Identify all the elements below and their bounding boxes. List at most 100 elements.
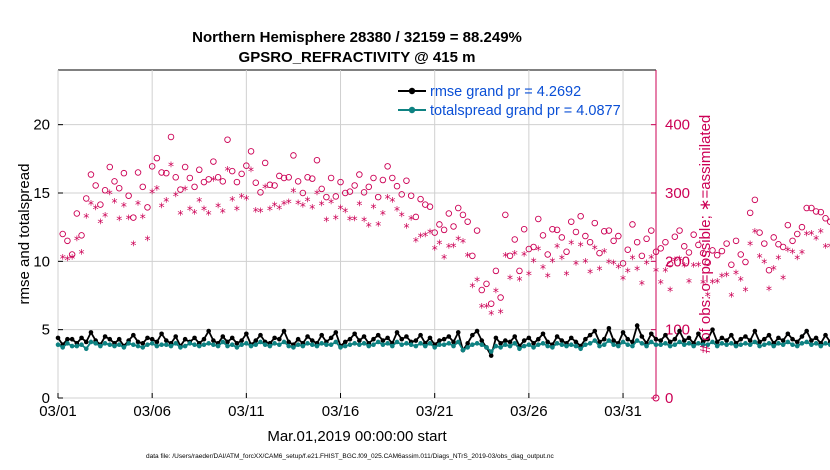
assimilated-obs-marker: * (366, 220, 372, 234)
assimilated-obs-marker: * (592, 242, 598, 256)
assimilated-obs-marker: * (516, 274, 522, 288)
assimilated-obs-marker: * (126, 212, 132, 226)
possible-obs-marker (111, 178, 118, 185)
totalspread-point (616, 343, 621, 349)
possible-obs-marker (671, 233, 679, 240)
assimilated-obs-marker: * (248, 164, 254, 178)
rmse-point (145, 335, 150, 341)
rmse-point (724, 338, 729, 343)
possible-obs-marker (662, 238, 669, 246)
possible-obs-zero-marker (652, 394, 660, 402)
possible-obs-marker (186, 174, 194, 182)
rmse-point (663, 332, 668, 338)
totalspread-point (347, 342, 353, 348)
assimilated-obs-marker: * (394, 204, 400, 218)
possible-obs-marker (497, 294, 504, 301)
rmse-point (587, 332, 593, 338)
assimilated-obs-marker: * (578, 240, 584, 254)
possible-obs-marker (808, 204, 815, 212)
assimilated-obs-marker: * (559, 253, 565, 267)
totalspread-point (531, 345, 536, 350)
assimilated-obs-marker: * (634, 264, 640, 278)
totalspread-point (281, 339, 287, 345)
assimilated-obs-marker: * (775, 253, 781, 267)
assimilated-obs-marker: * (545, 270, 551, 284)
assimilated-obs-marker: * (243, 193, 249, 207)
totalspread-point (272, 341, 277, 346)
totalspread-point (625, 342, 631, 348)
assimilated-obs-marker: * (168, 160, 174, 174)
totalspread-point (201, 342, 207, 348)
rmse-point (710, 327, 715, 332)
possible-obs-marker (313, 156, 321, 164)
assimilated-obs-marker: * (639, 278, 645, 292)
rmse-point (79, 335, 84, 341)
rmse-point (149, 336, 155, 342)
assimilated-obs-marker: * (309, 202, 315, 216)
rmse-point (352, 331, 357, 337)
totalspread-point (187, 341, 193, 346)
totalspread-point (361, 341, 367, 346)
rmse-point (799, 334, 805, 339)
totalspread-point (145, 342, 150, 348)
assimilated-obs-marker: * (347, 214, 353, 228)
assimilated-obs-marker: * (742, 285, 748, 299)
totalspread-point (135, 343, 141, 349)
possible-obs-marker (648, 227, 655, 234)
totalspread-point (258, 339, 263, 345)
assimilated-obs-marker: * (262, 182, 268, 196)
totalspread-point (738, 342, 744, 348)
right-y-tick-label: 400 (665, 117, 690, 134)
rmse-point (611, 338, 616, 343)
rmse-point (667, 339, 673, 345)
totalspread-point (342, 343, 348, 349)
possible-obs-marker (516, 267, 523, 275)
possible-obs-marker (299, 189, 307, 197)
rmse-point (135, 339, 141, 345)
rmse-point (592, 328, 598, 334)
rmse-point (813, 335, 819, 341)
totalspread-point (357, 342, 362, 348)
rmse-point (729, 332, 734, 338)
totalspread-point (239, 342, 244, 348)
rmse-point (493, 335, 499, 341)
possible-obs-marker (558, 234, 566, 241)
totalspread-point (809, 342, 814, 348)
possible-obs-marker (120, 169, 128, 177)
assimilated-obs-marker: * (413, 235, 419, 249)
totalspread-point (568, 342, 574, 348)
possible-obs-marker (228, 167, 236, 175)
possible-obs-marker (789, 237, 796, 245)
assimilated-obs-marker: * (625, 266, 631, 280)
rmse-point (630, 339, 635, 345)
x-axis-label: Mar.01,2019 00:00:00 start (267, 428, 447, 445)
assimilated-obs-marker: * (276, 203, 282, 217)
assimilated-obs-marker: * (83, 211, 89, 225)
rmse-point (451, 339, 456, 345)
possible-obs-marker (172, 174, 179, 181)
assimilated-obs-marker: * (695, 259, 701, 273)
possible-obs-marker (502, 211, 509, 219)
totalspread-point (526, 342, 532, 348)
legend-rmse-marker (408, 87, 416, 95)
totalspread-point (399, 342, 405, 348)
assimilated-obs-marker: * (766, 283, 772, 297)
possible-obs-marker (271, 182, 278, 189)
totalspread-point (700, 342, 706, 348)
x-tick-label: 03/06 (133, 403, 171, 420)
possible-obs-marker (266, 181, 274, 189)
assimilated-obs-marker: * (427, 227, 433, 241)
assimilated-obs-marker: * (526, 268, 532, 282)
rmse-point (385, 335, 390, 341)
data-file-footnote: data file: /Users/raeder/DAI/ATM_forcXX/… (146, 453, 555, 460)
totalspread-point (173, 341, 179, 346)
possible-obs-marker (794, 230, 801, 238)
assimilated-obs-marker: * (587, 266, 593, 280)
assimilated-obs-marker: * (681, 260, 687, 274)
possible-obs-marker (280, 174, 288, 182)
totalspread-point (182, 343, 188, 349)
assimilated-obs-marker: * (149, 186, 155, 200)
totalspread-point (498, 345, 503, 350)
assimilated-obs-marker: * (130, 238, 136, 252)
possible-obs-marker (436, 221, 443, 228)
